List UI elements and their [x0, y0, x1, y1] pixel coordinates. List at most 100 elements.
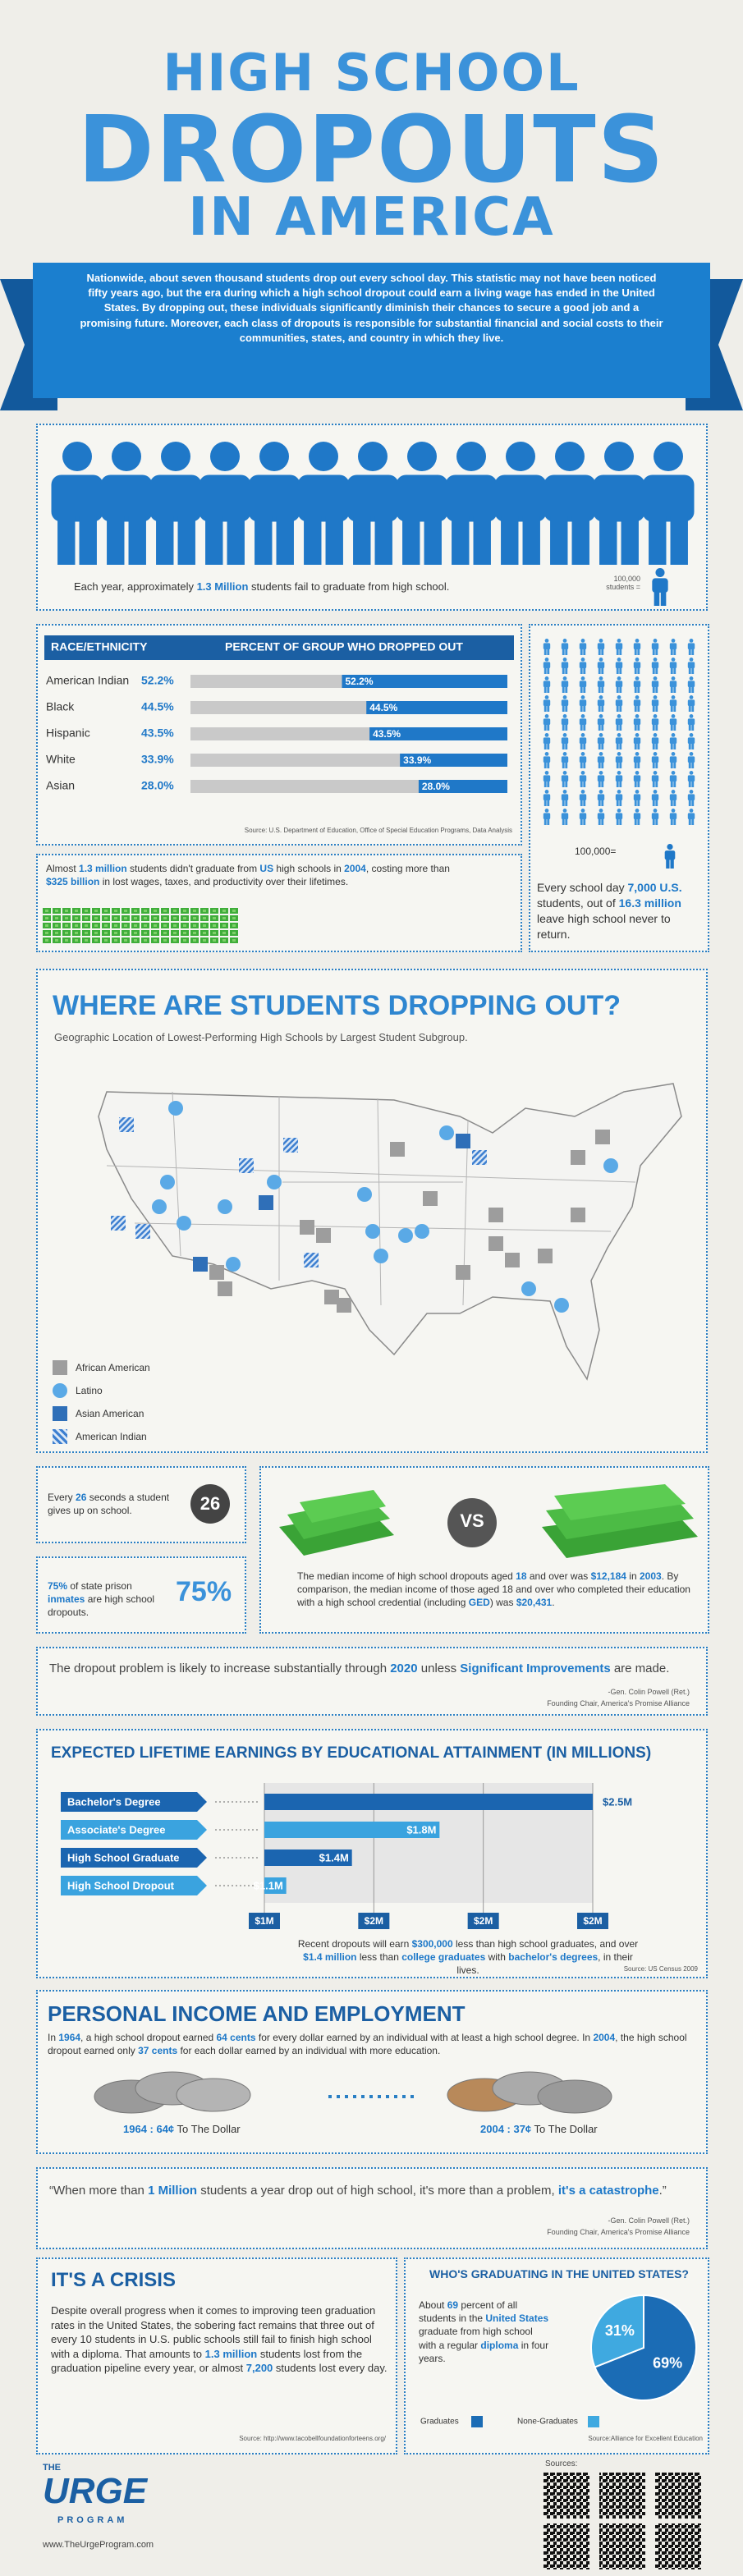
marker-latino: [218, 1199, 232, 1214]
highlight: 26: [76, 1492, 87, 1503]
icon-head: [580, 809, 585, 813]
inmates-big: 75%: [176, 1576, 232, 1607]
highlight: 7,000 U.S.: [627, 881, 682, 894]
icon-body: [651, 662, 659, 668]
highlight: 75%: [48, 1580, 68, 1592]
person-icon: [669, 733, 677, 749]
icon-head: [259, 442, 289, 471]
icon-leg: [598, 724, 601, 731]
icon-leg: [57, 516, 76, 565]
person-icon: [543, 752, 551, 768]
legend-label: African American: [76, 1362, 150, 1373]
icon-body: [651, 794, 659, 800]
person-icon: [687, 809, 695, 825]
icon-body: [669, 756, 677, 763]
icon-head: [689, 658, 694, 662]
icon-body: [687, 794, 695, 800]
icon-body: [561, 775, 569, 782]
icon-head: [653, 733, 658, 737]
person-icon: [687, 752, 695, 768]
icon-leg: [652, 743, 655, 749]
icon-body: [543, 662, 551, 668]
marker: [300, 1220, 314, 1235]
icon-leg: [522, 516, 540, 565]
icon-body: [669, 794, 677, 800]
value-label: 44.5%: [141, 700, 174, 713]
icon-head: [689, 771, 694, 775]
icon-body: [633, 643, 641, 649]
marker-latino: [439, 1125, 454, 1140]
icon-head: [562, 790, 567, 794]
icon-leg: [637, 762, 640, 768]
map-subtitle: Geographic Location of Lowest-Performing…: [54, 1031, 468, 1043]
banner: [0, 263, 743, 410]
category-arrow: [61, 1792, 207, 1812]
icon-body: [543, 718, 551, 725]
icon-leg: [543, 649, 547, 655]
icon-leg: [670, 818, 673, 825]
icon-body: [579, 643, 587, 649]
source: Source: U.S. Department of Education, Of…: [245, 827, 512, 834]
icon-leg: [598, 686, 601, 693]
bar: [264, 1877, 287, 1894]
text-run: , the high school dropout earned only: [48, 2032, 687, 2057]
icon-head: [544, 733, 549, 737]
text-run: ) was: [489, 1597, 516, 1609]
icon-body: [633, 813, 641, 819]
icon-body: [149, 474, 202, 522]
highlight: GED: [468, 1597, 490, 1609]
icon-leg: [598, 649, 601, 655]
icon-leg: [637, 667, 640, 674]
icon-body: [579, 681, 587, 687]
icon-leg: [652, 818, 655, 825]
person-icon: [543, 790, 551, 806]
icon-leg: [670, 859, 674, 869]
icon-body: [687, 662, 695, 668]
highlight: 2020: [390, 1662, 418, 1675]
person-icon: [651, 752, 659, 768]
icon-leg: [660, 590, 667, 606]
person-icon: [579, 809, 587, 825]
qr-codes: [543, 2473, 701, 2569]
students-graphic: [51, 442, 695, 606]
icon-body: [579, 737, 587, 744]
inmates-text: 75% of state prison inmates are high sch…: [48, 1579, 163, 1620]
daily-text: Every school day 7,000 U.S. students, ou…: [537, 880, 701, 942]
quote2-box: [36, 2167, 708, 2249]
icon-head: [689, 809, 694, 813]
person-icon: [543, 809, 551, 825]
person-icon: [248, 442, 300, 565]
money-stacks: [279, 1484, 698, 1558]
icon-body: [579, 718, 587, 725]
icon-leg: [374, 516, 392, 565]
person-icon: [651, 676, 659, 693]
quote2-role: Founding Chair, America's Promise Allian…: [547, 2228, 690, 2236]
value-label: $1.1M: [254, 1879, 283, 1891]
inmates-box: [36, 1556, 246, 1634]
value-label: $2.5M: [603, 1795, 632, 1808]
icon-leg: [543, 781, 547, 787]
bar-label: 52.2%: [346, 676, 374, 687]
icon-leg: [688, 667, 691, 674]
icon-body: [615, 813, 623, 819]
category-label: High School Graduate: [67, 1851, 180, 1863]
text-run: in four years.: [419, 2339, 549, 2364]
us-map: [98, 1083, 682, 1381]
icon-leg: [655, 686, 658, 693]
text-run: .: [552, 1597, 555, 1609]
highlight: 18: [516, 1570, 527, 1582]
marker-latino: [415, 1224, 429, 1239]
icon-leg: [562, 800, 565, 806]
tick-box: [358, 1913, 390, 1929]
icon-leg: [637, 705, 640, 712]
icon-body: [651, 681, 659, 687]
icon-head: [655, 568, 665, 578]
highlight: Significant Improvements: [460, 1662, 611, 1675]
vs-label: VS: [460, 1510, 484, 1531]
icon-body: [543, 775, 551, 782]
text-run: high schools in: [273, 863, 345, 874]
icon-body: [633, 681, 641, 687]
icon-head: [580, 714, 585, 718]
legend-swatch: [53, 1406, 67, 1421]
icon-leg: [619, 781, 622, 787]
